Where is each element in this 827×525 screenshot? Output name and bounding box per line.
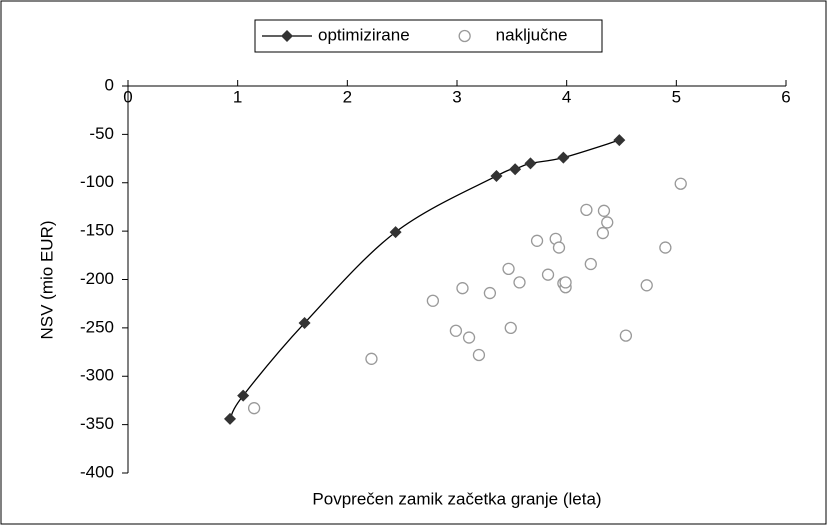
x-tick-label: 5 bbox=[672, 87, 681, 106]
circle-marker bbox=[513, 276, 526, 289]
circle-marker bbox=[247, 402, 261, 415]
legend-marker bbox=[281, 30, 293, 42]
legend-marker bbox=[458, 29, 471, 43]
y-tick-label: -50 bbox=[89, 124, 114, 143]
circle-marker bbox=[552, 241, 566, 254]
circle-marker bbox=[472, 348, 486, 362]
legend-label: naključne bbox=[496, 25, 568, 44]
diamond-marker bbox=[223, 412, 236, 425]
circle-marker bbox=[426, 294, 440, 307]
diamond-marker bbox=[613, 134, 626, 147]
circle-marker bbox=[674, 177, 687, 190]
series-line bbox=[229, 139, 620, 420]
y-tick-label: -400 bbox=[80, 462, 114, 481]
y-axis-label: NSV (mio EUR) bbox=[37, 220, 56, 339]
legend-label: optimizirane bbox=[318, 25, 410, 44]
legend-box bbox=[254, 19, 603, 53]
circle-marker bbox=[530, 234, 544, 247]
diamond-marker bbox=[237, 389, 250, 402]
circle-marker bbox=[584, 257, 597, 271]
x-tick-label: 4 bbox=[562, 87, 571, 106]
circle-marker bbox=[659, 241, 672, 254]
circle-marker bbox=[483, 286, 497, 300]
y-tick-label: -250 bbox=[80, 317, 114, 336]
diamond-marker bbox=[524, 157, 537, 170]
circle-marker bbox=[597, 204, 611, 217]
y-tick-label: -300 bbox=[80, 366, 114, 385]
circle-marker bbox=[365, 352, 378, 365]
diamond-marker bbox=[509, 163, 522, 176]
y-tick-label: -100 bbox=[80, 172, 114, 191]
circle-marker bbox=[596, 226, 610, 240]
diamond-marker bbox=[298, 317, 311, 330]
circle-marker bbox=[640, 279, 653, 292]
circle-marker bbox=[456, 282, 469, 295]
circle-marker bbox=[559, 276, 572, 289]
diamond-marker bbox=[557, 151, 570, 164]
circle-marker bbox=[449, 324, 463, 337]
y-tick-label: 0 bbox=[105, 75, 114, 94]
circle-marker bbox=[462, 331, 476, 344]
diamond-marker bbox=[490, 169, 503, 182]
circle-marker bbox=[619, 329, 633, 342]
x-tick-label: 0 bbox=[123, 87, 132, 106]
x-tick-label: 1 bbox=[233, 87, 242, 106]
circle-marker bbox=[580, 203, 593, 216]
circle-marker bbox=[502, 262, 515, 276]
circle-marker bbox=[541, 268, 555, 281]
x-tick-label: 3 bbox=[452, 87, 461, 106]
circle-marker bbox=[601, 216, 614, 229]
x-axis-label: Povprečen zamik začetka granje (leta) bbox=[312, 489, 601, 508]
x-tick-label: 6 bbox=[781, 87, 790, 106]
y-tick-label: -350 bbox=[80, 414, 114, 433]
x-tick-label: 2 bbox=[343, 87, 352, 106]
y-tick-label: -150 bbox=[80, 221, 114, 240]
diamond-marker bbox=[389, 226, 402, 239]
circle-marker bbox=[504, 321, 517, 335]
y-tick-label: -200 bbox=[80, 269, 114, 288]
